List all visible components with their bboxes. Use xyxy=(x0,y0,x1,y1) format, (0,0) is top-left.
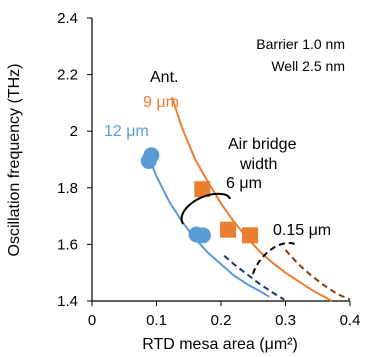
data-markers xyxy=(140,147,259,244)
x-tick-label: 0.2 xyxy=(211,312,232,329)
dashed-fit-curve xyxy=(223,254,285,301)
y-axis-title: Oscillation frequency (THz) xyxy=(6,64,23,257)
x-tick-label: 0.4 xyxy=(340,312,361,329)
fit-curve xyxy=(145,152,270,298)
circle-marker xyxy=(143,147,160,164)
annotations: Ant. 9 μm 12 μm Air bridge width 6 μm 0.… xyxy=(104,69,331,239)
square-marker xyxy=(242,227,259,244)
dashed-fit-curve xyxy=(284,249,351,301)
annotation-air-bridge: Air bridge xyxy=(228,136,297,153)
x-tick-label: 0.3 xyxy=(275,312,296,329)
annotation-width-015um: 0.15 μm xyxy=(273,222,331,239)
bracket-arc-6um xyxy=(180,192,231,225)
bracket-arc-015um xyxy=(252,241,298,275)
annotation-ant-9um: 9 μm xyxy=(143,94,179,111)
annotation-width-6um: 6 μm xyxy=(226,175,262,192)
square-marker xyxy=(194,181,211,198)
annotation-ant-12um: 12 μm xyxy=(104,123,149,140)
fit-curve xyxy=(171,96,333,302)
x-tick-label: 0.1 xyxy=(146,312,167,329)
y-tick-label: 1.6 xyxy=(57,236,78,253)
annotation-ant: Ant. xyxy=(150,69,178,86)
y-tick-label: 2 xyxy=(70,123,78,140)
tick-labels: 0 0.1 0.2 0.3 0.4 1.4 1.6 1.8 2 2.2 2.4 xyxy=(57,10,360,329)
y-tick-label: 1.8 xyxy=(57,180,78,197)
x-tick-label: 0 xyxy=(88,312,96,329)
y-tick-label: 2.4 xyxy=(57,10,78,27)
info-box: Barrier 1.0 nm Well 2.5 nm xyxy=(256,36,345,74)
info-barrier: Barrier 1.0 nm xyxy=(256,36,345,52)
square-marker xyxy=(220,221,237,238)
fit-curves xyxy=(145,96,351,302)
y-tick-label: 1.4 xyxy=(57,293,78,310)
bracket-arcs xyxy=(180,192,298,275)
circle-marker xyxy=(194,227,211,244)
info-well: Well 2.5 nm xyxy=(271,58,345,74)
y-tick-label: 2.2 xyxy=(57,67,78,84)
annotation-width: width xyxy=(239,156,277,173)
x-axis-title: RTD mesa area (μm²) xyxy=(142,336,298,353)
